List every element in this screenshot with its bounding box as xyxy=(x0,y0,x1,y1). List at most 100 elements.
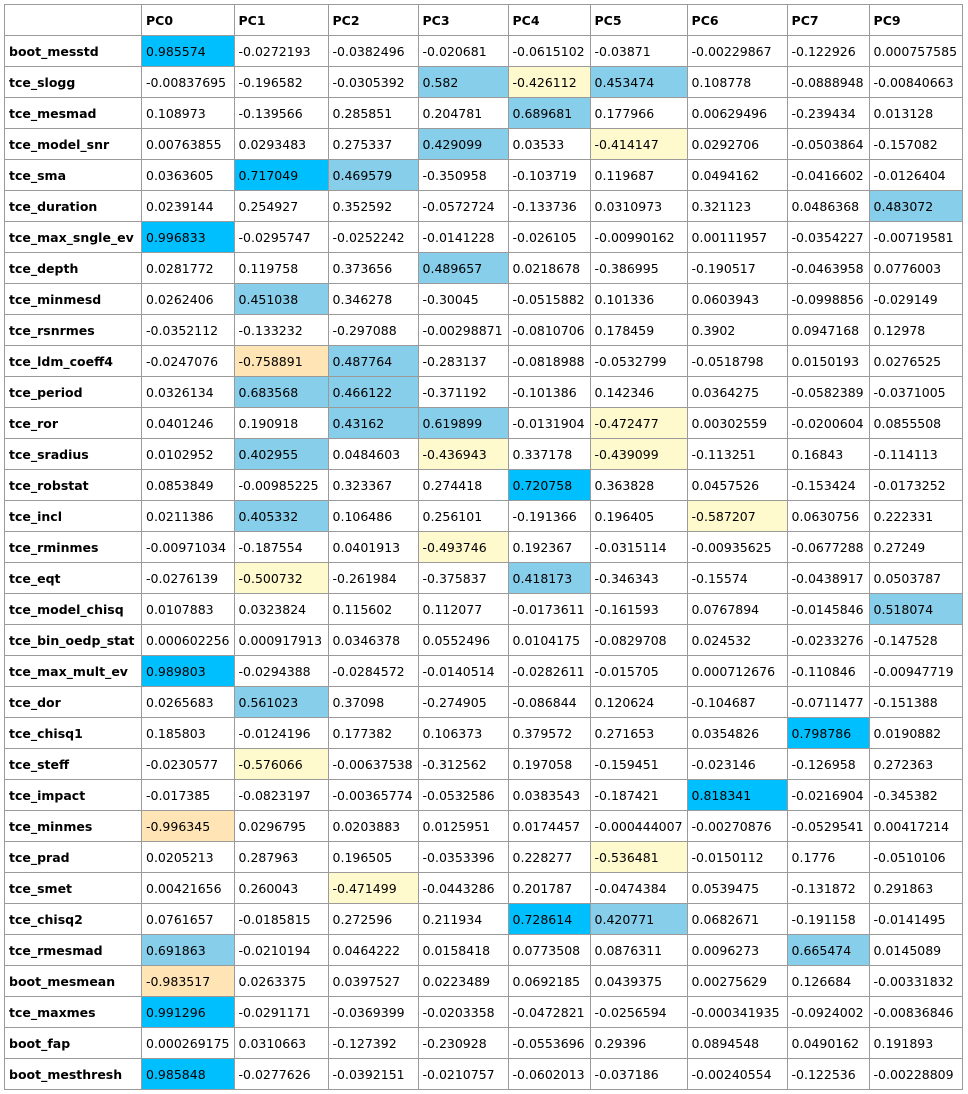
row-header: tce_mesmad xyxy=(4,97,142,129)
table-cell: -0.0924002 xyxy=(786,996,870,1028)
row-header: tce_period xyxy=(4,376,142,408)
table-cell: -0.0463958 xyxy=(786,252,870,284)
table-cell: 0.405332 xyxy=(233,500,329,532)
table-cell: 0.0354826 xyxy=(686,717,788,749)
table-cell: -0.0371005 xyxy=(868,376,963,408)
table-cell: -0.0416602 xyxy=(786,159,870,191)
table-cell: -0.0582389 xyxy=(786,376,870,408)
table-cell: 0.108973 xyxy=(141,97,235,129)
row-header: tce_bin_oedp_stat xyxy=(4,624,142,656)
table-cell: -0.0572724 xyxy=(417,190,509,222)
table-cell: 0.0102952 xyxy=(141,438,235,470)
table-cell: 0.0276525 xyxy=(868,345,963,377)
table-cell: -0.0295747 xyxy=(233,221,329,253)
table-cell: 0.000712676 xyxy=(686,655,788,687)
table-cell: -0.0210757 xyxy=(417,1058,509,1090)
table-cell: 0.03533 xyxy=(507,128,591,160)
table-cell: -0.133232 xyxy=(233,314,329,346)
table-row: tce_chisq1 0.185803 -0.0124196 0.177382 0.10… xyxy=(4,717,963,749)
table-cell: 0.000269175 xyxy=(141,1027,235,1059)
table-cell: 0.489657 xyxy=(417,252,509,284)
table-cell: -0.196582 xyxy=(233,66,329,98)
table-cell: -0.126958 xyxy=(786,748,870,780)
table-cell: 0.0174457 xyxy=(507,810,591,842)
table-cell: -0.0294388 xyxy=(233,655,329,687)
table-row: tce_model_snr 0.00763855 0.0293483 0.275337… xyxy=(4,128,963,160)
table-row: tce_max_sngle_ev 0.996833 -0.0295747 -0.025… xyxy=(4,221,963,253)
table-cell: 0.0364275 xyxy=(686,376,788,408)
table-cell: -0.0131904 xyxy=(507,407,591,439)
row-header: tce_chisq1 xyxy=(4,717,142,749)
table-row: tce_impact -0.017385 -0.0823197 -0.00365774… xyxy=(4,779,963,811)
table-cell: -0.029149 xyxy=(868,283,963,315)
table-cell: 0.0107883 xyxy=(141,593,235,625)
table-cell: 0.0539475 xyxy=(686,872,788,904)
table-cell: 0.0310663 xyxy=(233,1027,329,1059)
table-cell: 0.00302559 xyxy=(686,407,788,439)
table-cell: -0.0141495 xyxy=(868,903,963,935)
table-cell: 0.0296795 xyxy=(233,810,329,842)
table-row: boot_mesmean -0.983517 0.0263375 0.0397527 0… xyxy=(4,965,963,997)
table-cell: 0.142346 xyxy=(589,376,688,408)
table-cell: -0.0282611 xyxy=(507,655,591,687)
row-header: boot_mesthresh xyxy=(4,1058,142,1090)
table-cell: -0.996345 xyxy=(141,810,235,842)
table-row: tce_slogg -0.00837695 -0.196582 -0.0305392 0… xyxy=(4,66,963,98)
table-row: tce_incl 0.0211386 0.405332 0.106486 0.25610… xyxy=(4,500,963,532)
table-cell: 0.619899 xyxy=(417,407,509,439)
table-cell: -0.0124196 xyxy=(233,717,329,749)
row-header: tce_impact xyxy=(4,779,142,811)
table-cell: -0.020681 xyxy=(417,35,509,67)
table-cell: 0.222331 xyxy=(868,500,963,532)
table-cell: 0.119758 xyxy=(233,252,329,284)
table-row: boot_mesthresh 0.985848 -0.0277626 -0.03921… xyxy=(4,1058,963,1090)
table-cell: -0.0284572 xyxy=(327,655,419,687)
table-cell: -0.386995 xyxy=(589,252,688,284)
table-cell: 0.0326134 xyxy=(141,376,235,408)
table-cell: 0.000917913 xyxy=(233,624,329,656)
pca-loadings-table: PC0 PC1 PC2 PC3 PC4 PC5 PC6 PC7 PC9 boot_messtd 0… xyxy=(4,4,963,1090)
table-row: tce_minmesd 0.0262406 0.451038 0.346278 -0.3… xyxy=(4,283,963,315)
row-header: tce_minmesd xyxy=(4,283,142,315)
row-header: tce_sma xyxy=(4,159,142,191)
row-header: tce_model_chisq xyxy=(4,593,142,625)
table-cell: 0.518074 xyxy=(868,593,963,625)
table-cell: -0.122926 xyxy=(786,35,870,67)
table-cell: 0.115602 xyxy=(327,593,419,625)
table-cell: 0.0203883 xyxy=(327,810,419,842)
table-cell: 0.0205213 xyxy=(141,841,235,873)
table-cell: 0.466122 xyxy=(327,376,419,408)
table-row: tce_eqt -0.0276139 -0.500732 -0.261984 -0.37… xyxy=(4,562,963,594)
table-row: tce_steff -0.0230577 -0.576066 -0.00637538-… xyxy=(4,748,963,780)
table-cell: 0.190918 xyxy=(233,407,329,439)
table-cell: 0.0630756 xyxy=(786,500,870,532)
table-cell: -0.104687 xyxy=(686,686,788,718)
table-cell: -0.190517 xyxy=(686,252,788,284)
table-cell: 0.985848 xyxy=(141,1058,235,1090)
table-cell: 0.0484603 xyxy=(327,438,419,470)
table-cell: 0.379572 xyxy=(507,717,591,749)
table-cell: -0.472477 xyxy=(589,407,688,439)
table-cell: 0.0363605 xyxy=(141,159,235,191)
row-header: tce_max_mult_ev xyxy=(4,655,142,687)
table-cell: 0.271653 xyxy=(589,717,688,749)
table-cell: 0.665474 xyxy=(786,934,870,966)
table-cell: -0.15574 xyxy=(686,562,788,594)
table-cell: -0.0818988 xyxy=(507,345,591,377)
table-cell: 0.487764 xyxy=(327,345,419,377)
table-cell: -0.0518798 xyxy=(686,345,788,377)
table-cell: -0.00365774 xyxy=(327,779,419,811)
table-row: tce_depth 0.0281772 0.119758 0.373656 0.4896… xyxy=(4,252,963,284)
row-header: tce_rmesmad xyxy=(4,934,142,966)
table-cell: 0.0150193 xyxy=(786,345,870,377)
table-cell: 0.0104175 xyxy=(507,624,591,656)
table-cell: 0.29396 xyxy=(589,1027,688,1059)
table-cell: -0.493746 xyxy=(417,531,509,563)
table-cell: -0.30045 xyxy=(417,283,509,315)
table-cell: 0.00111957 xyxy=(686,221,788,253)
table-cell: 0.0292706 xyxy=(686,128,788,160)
table-cell: 0.272596 xyxy=(327,903,419,935)
table-cell: 0.204781 xyxy=(417,97,509,129)
table-cell: -0.0230577 xyxy=(141,748,235,780)
table-cell: -0.00837695 xyxy=(141,66,235,98)
